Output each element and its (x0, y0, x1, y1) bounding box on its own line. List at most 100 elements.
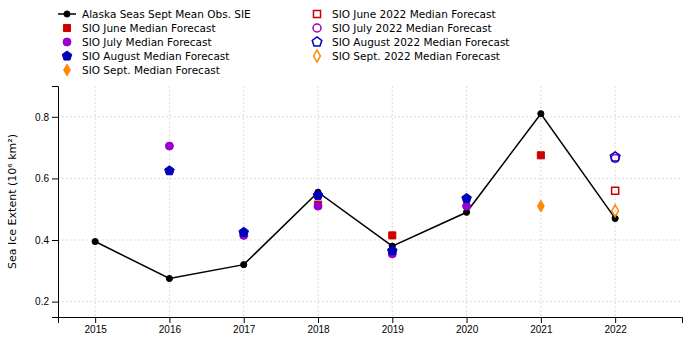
y-tick-label: 0.4 (35, 235, 49, 246)
x-tick: 2017 (233, 317, 256, 335)
point (313, 190, 323, 199)
legend-item: SIO Sept. 2022 Median Forecast (314, 50, 500, 62)
y-tick: 0.6 (35, 173, 58, 184)
legend-symbol (62, 51, 72, 60)
x-tick-label: 2019 (382, 324, 405, 335)
y-tick: 0.2 (35, 296, 58, 307)
x-tick-label: 2021 (530, 324, 553, 335)
grid-line-y (58, 301, 682, 302)
point (239, 227, 249, 236)
grid (58, 86, 682, 317)
legend-item: Alaska Seas Sept Mean Obs. SIE (58, 8, 251, 20)
series (612, 205, 619, 217)
point (92, 238, 98, 244)
legend-label: SIO July Median Forecast (82, 36, 212, 48)
point (389, 232, 396, 239)
legend-label: SIO Sept. 2022 Median Forecast (332, 50, 500, 62)
series (612, 187, 619, 194)
y-tick: 0.8 (35, 112, 58, 123)
legend-item: SIO Sept. Median Forecast (64, 64, 220, 76)
x-tick-mark (615, 317, 616, 323)
legend-item: SIO August Median Forecast (62, 50, 229, 62)
point (165, 166, 175, 175)
x-tick-mark (318, 317, 319, 323)
grid-line-x (95, 86, 96, 317)
marks (92, 111, 620, 282)
point (537, 152, 544, 159)
legend-label: SIO Sept. Median Forecast (82, 64, 220, 76)
legend-item: SIO August 2022 Median Forecast (312, 36, 509, 48)
x-tick-label: 2015 (85, 324, 108, 335)
x-tick: 2022 (605, 317, 628, 335)
line (95, 114, 615, 279)
legend-symbol (63, 38, 71, 46)
legend-label: SIO June Median Forecast (82, 22, 216, 34)
legend-item: SIO July 2022 Median Forecast (313, 22, 492, 34)
legend-symbol (64, 64, 71, 76)
y-tick-mark (52, 178, 58, 179)
point (388, 246, 398, 255)
grid-line-y (58, 240, 682, 241)
legend-item: SIO June Median Forecast (63, 22, 215, 34)
series (610, 152, 620, 161)
legend-symbol (63, 24, 70, 31)
x-tick: 2016 (159, 317, 182, 335)
grid-line-x (392, 86, 393, 317)
y-tick-mark (52, 302, 58, 303)
x-tick-mark (467, 317, 468, 323)
x-tick: 2019 (382, 317, 405, 335)
legend-item: SIO July Median Forecast (63, 36, 212, 48)
x-tick: 2015 (85, 317, 108, 335)
x-axis: 2015 2016 2017 2018 2019 2020 2021 2022 (59, 317, 683, 335)
y-tick-label: 0.2 (35, 296, 49, 307)
point (241, 262, 247, 268)
series (537, 200, 544, 212)
series (92, 111, 618, 282)
point (166, 275, 172, 281)
x-tick-label: 2016 (159, 324, 182, 335)
legend-item: SIO June 2022 Median Forecast (313, 8, 495, 20)
legend-label: SIO July 2022 Median Forecast (332, 22, 492, 34)
y-axis-title: Sea Ice Extent (10⁶ km²) (6, 134, 19, 269)
legend-symbol (312, 37, 322, 46)
x-tick-label: 2020 (456, 324, 479, 335)
point (463, 202, 471, 210)
x-tick: 2020 (456, 317, 479, 335)
x-tick-mark (169, 317, 170, 323)
x-tick-mark (392, 317, 393, 323)
x-tick-label: 2018 (307, 324, 330, 335)
legend-label: Alaska Seas Sept Mean Obs. SIE (82, 8, 251, 20)
y-tick-mark (52, 117, 58, 118)
series (314, 152, 544, 239)
legend-symbol (314, 50, 321, 62)
x-tick-mark (541, 317, 542, 323)
x-tick-label: 2017 (233, 324, 256, 335)
x-tick-mark (95, 317, 96, 323)
x-tick: 2018 (307, 317, 330, 335)
x-tick-label: 2022 (605, 324, 628, 335)
y-tick-label: 0.6 (35, 173, 49, 184)
point (462, 193, 472, 202)
legend-label: SIO August 2022 Median Forecast (332, 36, 509, 48)
legend-label: SIO August Median Forecast (82, 50, 229, 62)
legend: Alaska Seas Sept Mean Obs. SIE SIO June M… (58, 8, 509, 76)
grid-line-x (615, 86, 616, 317)
series (165, 166, 472, 255)
legend-symbol (64, 11, 70, 17)
point (612, 187, 619, 194)
legend-symbol (313, 24, 321, 32)
grid-line-y (58, 116, 682, 117)
point (314, 202, 322, 210)
point (612, 205, 619, 217)
x-axis-line (59, 318, 683, 324)
plot-area: 2015 2016 2017 2018 2019 2020 2021 2022 0.2 0.4 0.… (6, 86, 683, 335)
grid-line-y (58, 178, 682, 179)
point (165, 142, 173, 150)
x-tick-mark (244, 317, 245, 323)
point (538, 111, 544, 117)
x-tick: 2021 (530, 317, 553, 335)
series (165, 142, 470, 258)
grid-line-x (169, 86, 170, 317)
y-axis-line (52, 87, 59, 318)
y-tick: 0.4 (35, 235, 58, 246)
